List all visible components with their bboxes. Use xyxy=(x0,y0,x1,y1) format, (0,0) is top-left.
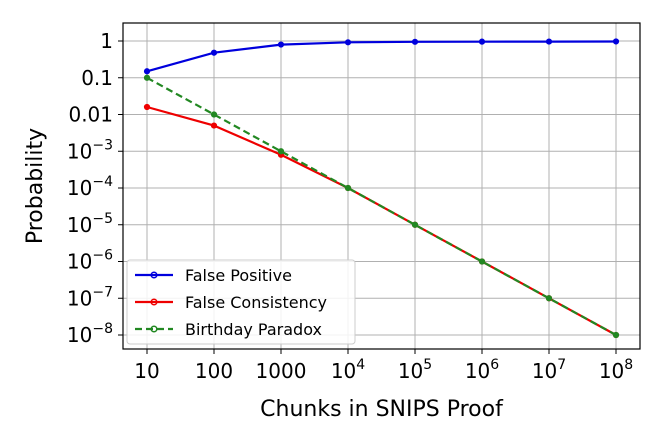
data-point xyxy=(478,38,486,45)
data-point xyxy=(143,103,151,111)
data-point xyxy=(344,184,352,192)
x-tick-label: 108 xyxy=(599,357,633,383)
legend-marker xyxy=(150,271,158,279)
legend-entry: False Positive xyxy=(135,266,292,285)
x-axis-label: Chunks in SNIPS Proof xyxy=(260,397,504,422)
x-tick-label: 104 xyxy=(331,357,365,383)
legend-marker xyxy=(150,325,158,333)
legend-entry: Birthday Paradox xyxy=(135,320,322,339)
plot-series xyxy=(143,38,620,339)
data-point xyxy=(344,39,352,46)
legend-label: False Consistency xyxy=(185,293,327,312)
plot-frame xyxy=(122,22,641,350)
x-tick-label: 10 xyxy=(134,359,159,383)
data-point xyxy=(545,295,553,302)
y-axis-label: Probability xyxy=(23,128,48,244)
data-point xyxy=(411,221,419,228)
series-line xyxy=(146,76,617,336)
series-birthday-paradox xyxy=(143,74,620,339)
y-tick-label: 0.01 xyxy=(68,103,113,127)
data-point xyxy=(545,38,553,45)
data-point xyxy=(210,111,218,118)
legend-label: False Positive xyxy=(185,266,292,285)
legend-marker xyxy=(150,298,158,306)
data-point xyxy=(612,331,620,339)
y-tick-label: 10−4 xyxy=(67,174,113,200)
y-tick-labels: 1 0.1 0.01 10−3 10−4 10−5 10−6 10−7 10−8 xyxy=(67,29,123,347)
data-point xyxy=(143,68,151,75)
y-tick-label: 1 xyxy=(100,29,113,53)
y-tick-label: 10−8 xyxy=(67,321,113,347)
legend-box xyxy=(126,259,356,345)
series-line xyxy=(146,40,617,73)
y-tick-label: 10−6 xyxy=(67,248,113,274)
data-point xyxy=(277,148,285,155)
data-point xyxy=(612,38,620,45)
x-tick-label: 106 xyxy=(465,357,499,383)
data-point xyxy=(277,41,285,48)
x-tick-label: 107 xyxy=(532,357,566,383)
legend: False Positive False Consistency Birthday … xyxy=(126,259,356,345)
x-tick-label: 100 xyxy=(195,359,233,383)
x-tick-label: 105 xyxy=(398,357,432,383)
y-tick-label: 0.1 xyxy=(81,66,113,90)
data-point xyxy=(210,122,218,129)
series-false-positive xyxy=(143,38,620,75)
data-point xyxy=(143,74,151,81)
legend-entry: False Consistency xyxy=(135,293,327,312)
x-tick-labels: 10 100 1000 104 105 106 107 108 xyxy=(134,349,633,383)
y-tick-label: 10−3 xyxy=(67,137,113,163)
data-point xyxy=(478,258,486,265)
y-tick-label: 10−7 xyxy=(67,284,113,310)
x-tick-label: 1000 xyxy=(256,359,307,383)
data-point xyxy=(210,49,218,56)
legend-label: Birthday Paradox xyxy=(185,320,322,339)
grid xyxy=(123,23,640,349)
y-tick-label: 10−5 xyxy=(67,211,113,237)
data-point xyxy=(411,38,419,45)
